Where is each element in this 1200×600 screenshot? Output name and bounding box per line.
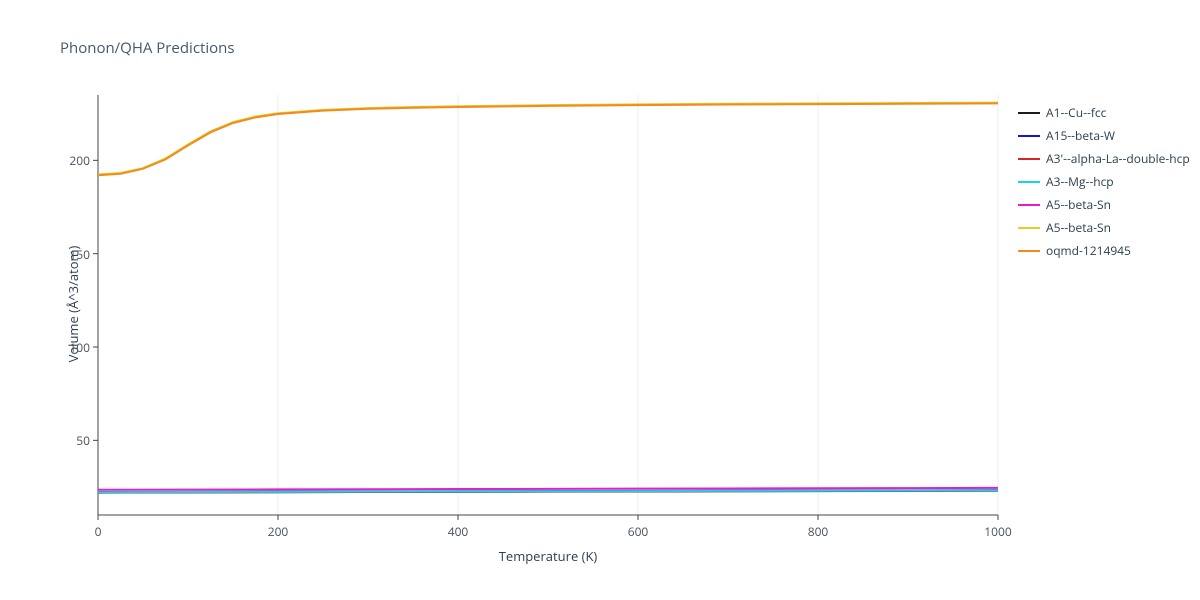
- x-tick-label: 800: [803, 523, 833, 540]
- legend-swatch: [1018, 181, 1040, 183]
- legend-item[interactable]: A5--beta-Sn: [1018, 218, 1190, 237]
- legend-swatch: [1018, 158, 1040, 160]
- series-line[interactable]: [98, 103, 998, 175]
- y-tick-label: 100: [58, 339, 90, 356]
- legend-swatch: [1018, 227, 1040, 229]
- y-tick-label: 200: [58, 152, 90, 169]
- chart-title: Phonon/QHA Predictions: [60, 38, 235, 58]
- y-tick-label: 50: [58, 432, 90, 449]
- legend-item[interactable]: oqmd-1214945: [1018, 241, 1190, 260]
- legend-label: oqmd-1214945: [1046, 242, 1131, 259]
- legend-label: A15--beta-W: [1046, 127, 1115, 144]
- x-tick-label: 0: [83, 523, 113, 540]
- x-tick-label: 200: [263, 523, 293, 540]
- legend-item[interactable]: A5--beta-Sn: [1018, 195, 1190, 214]
- legend-label: A5--beta-Sn: [1046, 219, 1111, 236]
- legend-item[interactable]: A15--beta-W: [1018, 126, 1190, 145]
- legend-label: A5--beta-Sn: [1046, 196, 1111, 213]
- legend-item[interactable]: A3'--alpha-La--double-hcp: [1018, 149, 1190, 168]
- legend-swatch: [1018, 135, 1040, 137]
- series-line[interactable]: [98, 103, 998, 175]
- x-tick-label: 600: [623, 523, 653, 540]
- legend-swatch: [1018, 204, 1040, 206]
- plot-area[interactable]: [98, 95, 1000, 517]
- legend-swatch: [1018, 112, 1040, 114]
- legend: A1--Cu--fcc A15--beta-W A3'--alpha-La--dou…: [1018, 103, 1190, 264]
- x-tick-label: 400: [443, 523, 473, 540]
- legend-label: A1--Cu--fcc: [1046, 104, 1106, 121]
- legend-label: A3'--alpha-La--double-hcp: [1046, 150, 1190, 167]
- legend-item[interactable]: A1--Cu--fcc: [1018, 103, 1190, 122]
- x-tick-label: 1000: [983, 523, 1013, 540]
- x-axis-label: Temperature (K): [488, 547, 608, 565]
- legend-swatch: [1018, 250, 1040, 252]
- chart-container: Phonon/QHA Predictions Volume (Å^3/atom)…: [0, 0, 1200, 600]
- legend-label: A3--Mg--hcp: [1046, 173, 1114, 190]
- legend-item[interactable]: A3--Mg--hcp: [1018, 172, 1190, 191]
- y-tick-label: 150: [58, 246, 90, 263]
